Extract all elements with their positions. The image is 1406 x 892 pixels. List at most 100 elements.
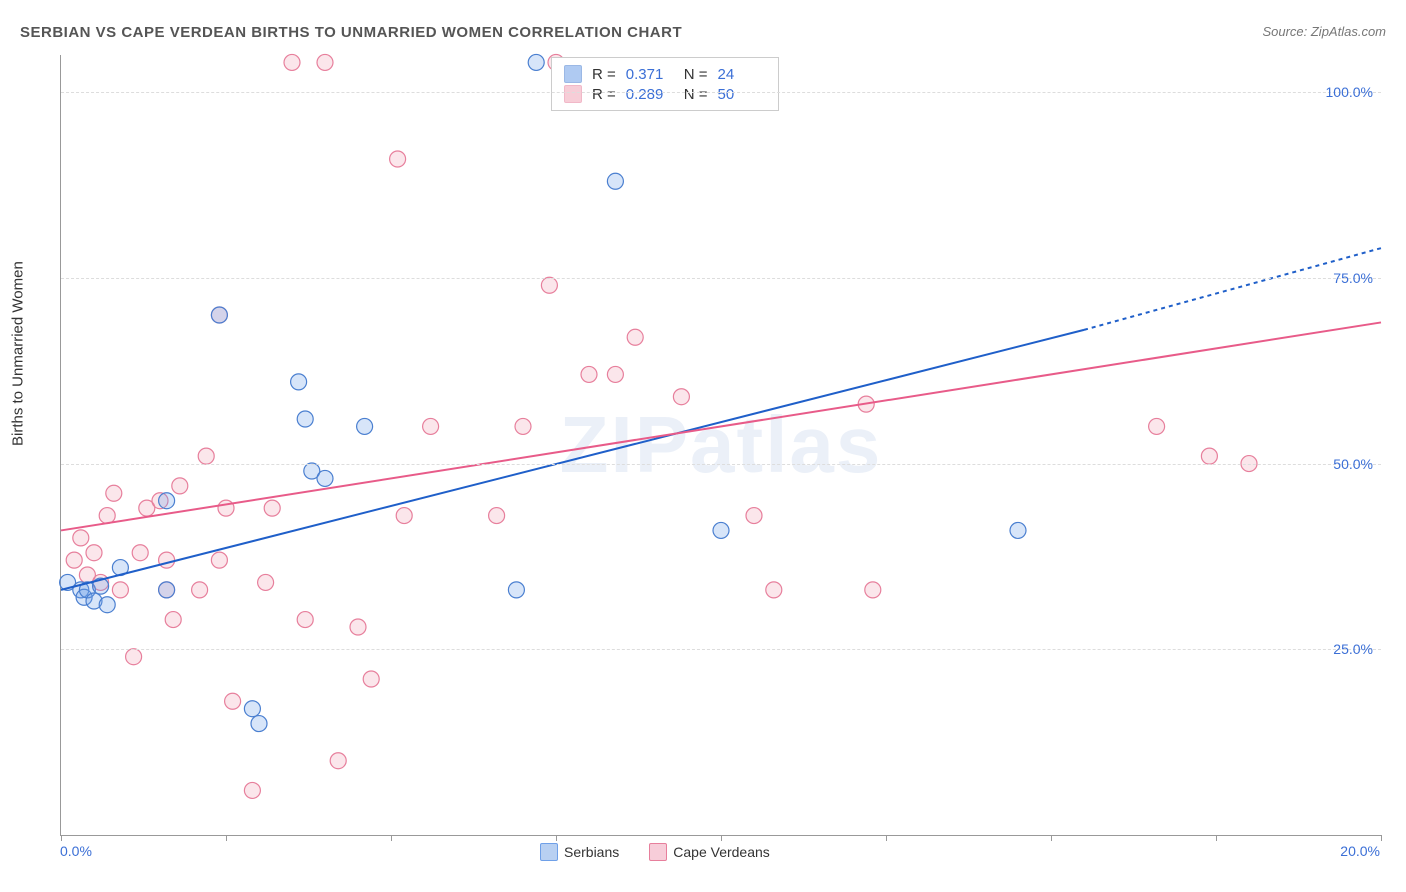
stat-label-r: R = [592,86,616,103]
data-point [528,54,544,70]
data-point [541,277,557,293]
x-tick [556,835,557,841]
trend-line-extrapolated [1084,248,1381,330]
gridline [61,464,1381,465]
chart-container: SERBIAN VS CAPE VERDEAN BIRTHS TO UNMARR… [0,0,1406,892]
stats-row: R = 0.371 N = 24 [564,65,766,83]
data-point [396,508,412,524]
plot-area: ZIPatlas R =0.371N =24R =0.289N =50 25.0… [60,55,1381,836]
legend-label: Serbians [564,844,619,860]
data-point [317,470,333,486]
data-point [159,582,175,598]
stat-value-n: 50 [718,86,766,103]
data-point [508,582,524,598]
data-point [363,671,379,687]
data-point [73,530,89,546]
x-tick [1051,835,1052,841]
data-point [159,493,175,509]
x-tick [61,835,62,841]
data-point [607,173,623,189]
data-point [607,366,623,382]
data-point [317,54,333,70]
data-point [159,552,175,568]
data-point [172,478,188,494]
y-tick-label: 25.0% [1333,641,1373,657]
data-point [330,753,346,769]
stat-label-r: R = [592,66,616,83]
data-point [112,582,128,598]
x-tick [226,835,227,841]
data-point [198,448,214,464]
legend-item: Cape Verdeans [649,843,770,861]
y-tick-label: 50.0% [1333,456,1373,472]
legend-swatch [649,843,667,861]
stat-value-n: 24 [718,66,766,83]
trend-line [61,322,1381,530]
data-point [865,582,881,598]
data-point [192,582,208,598]
data-point [297,411,313,427]
x-tick [721,835,722,841]
data-point [165,612,181,628]
data-point [284,54,300,70]
legend-swatch [564,85,582,103]
data-point [515,418,531,434]
x-axis-min-label: 0.0% [60,843,92,859]
chart-title: SERBIAN VS CAPE VERDEAN BIRTHS TO UNMARR… [20,24,682,41]
gridline [61,92,1381,93]
x-tick [1381,835,1382,841]
chart-source: Source: ZipAtlas.com [1262,24,1386,39]
data-point [1149,418,1165,434]
stats-row: R = 0.289 N = 50 [564,85,766,103]
legend-bottom: Serbians Cape Verdeans [540,843,770,861]
y-tick-label: 75.0% [1333,270,1373,286]
legend-swatch [564,65,582,83]
x-tick [391,835,392,841]
gridline [61,278,1381,279]
data-point [1201,448,1217,464]
data-point [258,574,274,590]
data-point [225,693,241,709]
stat-value-r: 0.371 [626,66,674,83]
y-tick-label: 100.0% [1326,84,1373,100]
data-point [251,716,267,732]
stats-legend-box: R = 0.371 N = 24 R = 0.289 N = 50 [551,57,779,111]
data-point [291,374,307,390]
data-point [297,612,313,628]
data-point [357,418,373,434]
data-point [244,782,260,798]
x-tick [886,835,887,841]
data-point [86,545,102,561]
data-point [390,151,406,167]
x-tick [1216,835,1217,841]
data-point [627,329,643,345]
legend-swatch [540,843,558,861]
data-point [766,582,782,598]
stat-label-n: N = [684,66,708,83]
data-point [746,508,762,524]
legend-item: Serbians [540,843,619,861]
data-point [99,508,115,524]
stat-value-r: 0.289 [626,86,674,103]
data-point [66,552,82,568]
stat-label-n: N = [684,86,708,103]
data-point [350,619,366,635]
data-point [1010,522,1026,538]
scatter-plot [61,55,1381,835]
trend-line [61,330,1084,590]
data-point [99,597,115,613]
data-point [132,545,148,561]
y-axis-title: Births to Unmarried Women [10,261,27,446]
data-point [489,508,505,524]
data-point [264,500,280,516]
data-point [244,701,260,717]
data-point [713,522,729,538]
data-point [211,552,227,568]
x-axis-max-label: 20.0% [1340,843,1380,859]
data-point [211,307,227,323]
data-point [126,649,142,665]
data-point [106,485,122,501]
gridline [61,649,1381,650]
legend-label: Cape Verdeans [673,844,770,860]
data-point [423,418,439,434]
